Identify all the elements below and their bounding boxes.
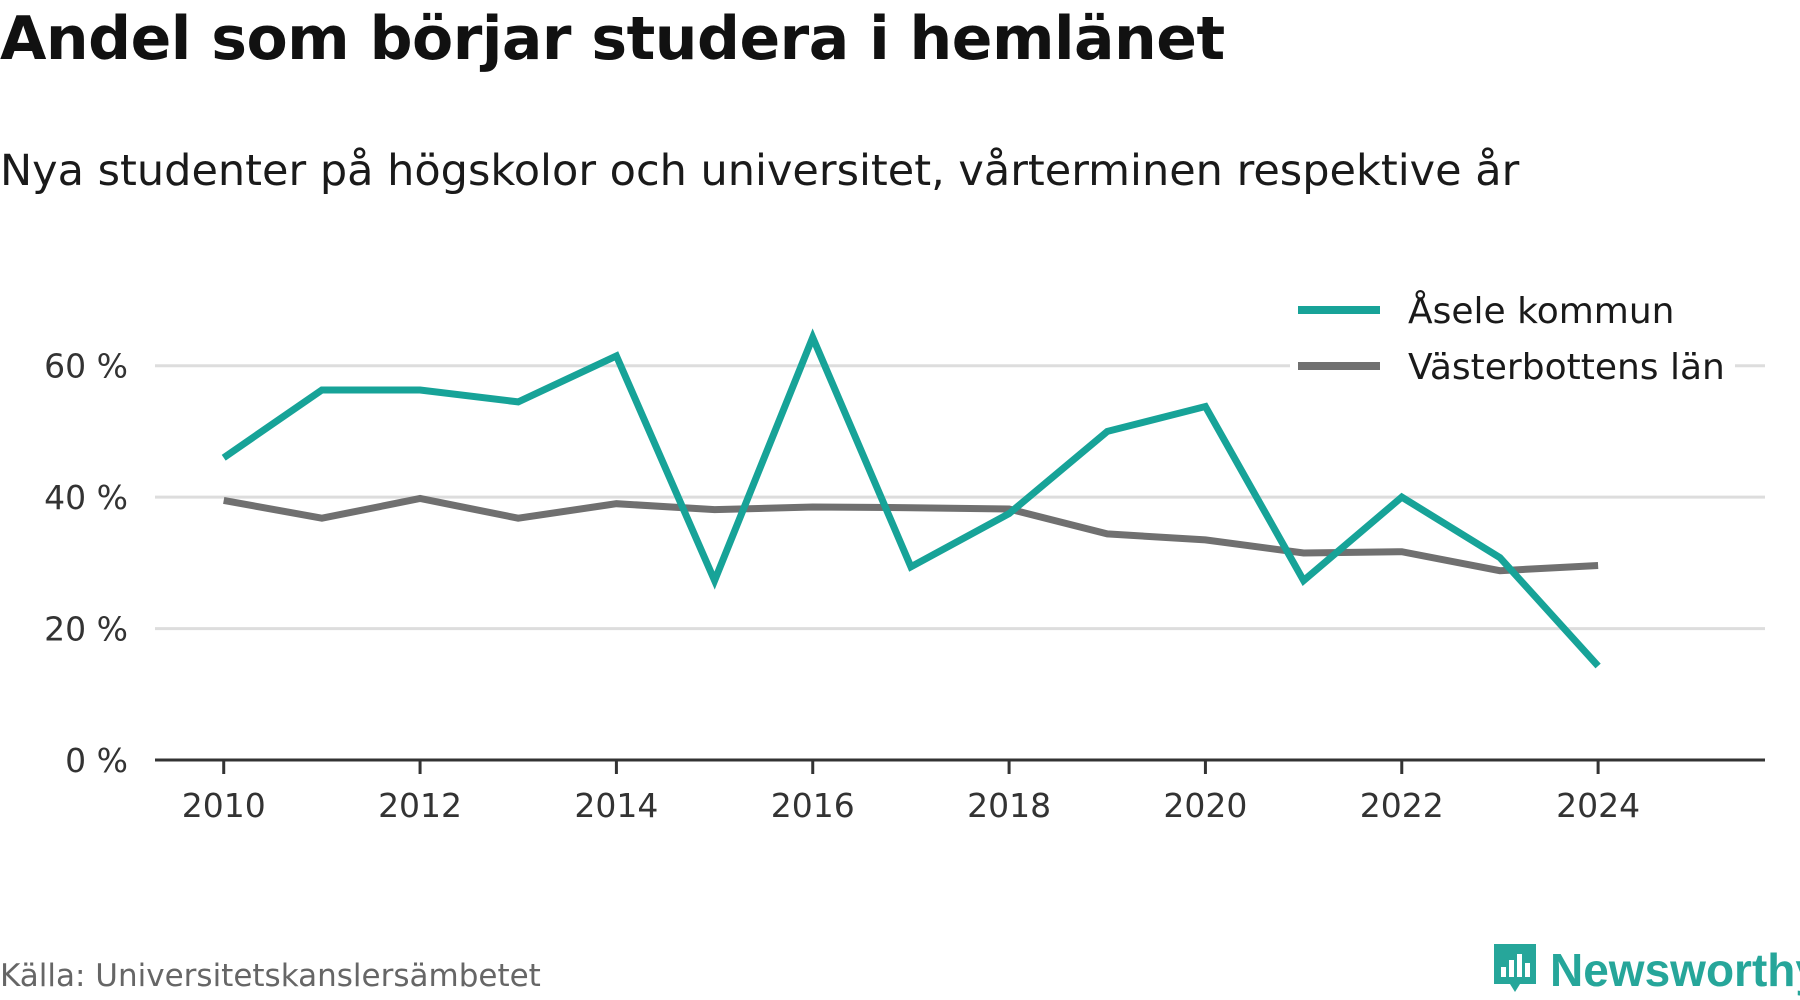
x-tick-label: 2010 [182, 786, 266, 825]
y-axis-ticks: 0 % 20 % 40 % 60 % [44, 347, 128, 780]
legend-label-asele: Åsele kommun [1408, 289, 1674, 332]
gridlines [155, 364, 1765, 631]
x-tick-label: 2016 [771, 786, 855, 825]
x-tick-label: 2012 [378, 786, 462, 825]
chart-title: Andel som börjar studera i hemlänet [0, 4, 1225, 74]
brand-name: Newsworthy [1550, 944, 1800, 996]
series-lines [221, 328, 1601, 669]
x-tick-label: 2022 [1360, 786, 1444, 825]
y-tick-label: 60 % [44, 347, 128, 386]
y-tick-label: 20 % [44, 610, 128, 649]
source-note: Källa: Universitetskanslersämbetet [0, 958, 541, 994]
legend-label-vasterbotten: Västerbottens län [1408, 347, 1725, 388]
legend: Åsele kommun Västerbottens län [1290, 280, 1735, 390]
series-line-asele [221, 328, 1601, 669]
newsworthy-logo-icon [1490, 940, 1540, 1000]
x-tick-label: 2024 [1556, 786, 1640, 825]
x-tick-label: 2018 [967, 786, 1051, 825]
brand-logo[interactable]: Newsworthy [1490, 940, 1800, 1000]
x-tick-label: 2014 [574, 786, 658, 825]
chart-subtitle: Nya studenter på högskolor och universit… [0, 146, 1520, 196]
y-tick-label: 40 % [44, 478, 128, 517]
legend-background [1290, 280, 1735, 390]
x-axis-ticks: 2010 2012 2014 2016 2018 2020 2022 2024 [182, 760, 1640, 825]
series-line-vasterbotten [223, 494, 1599, 575]
y-tick-label: 0 % [65, 741, 128, 780]
x-tick-label: 2020 [1163, 786, 1247, 825]
